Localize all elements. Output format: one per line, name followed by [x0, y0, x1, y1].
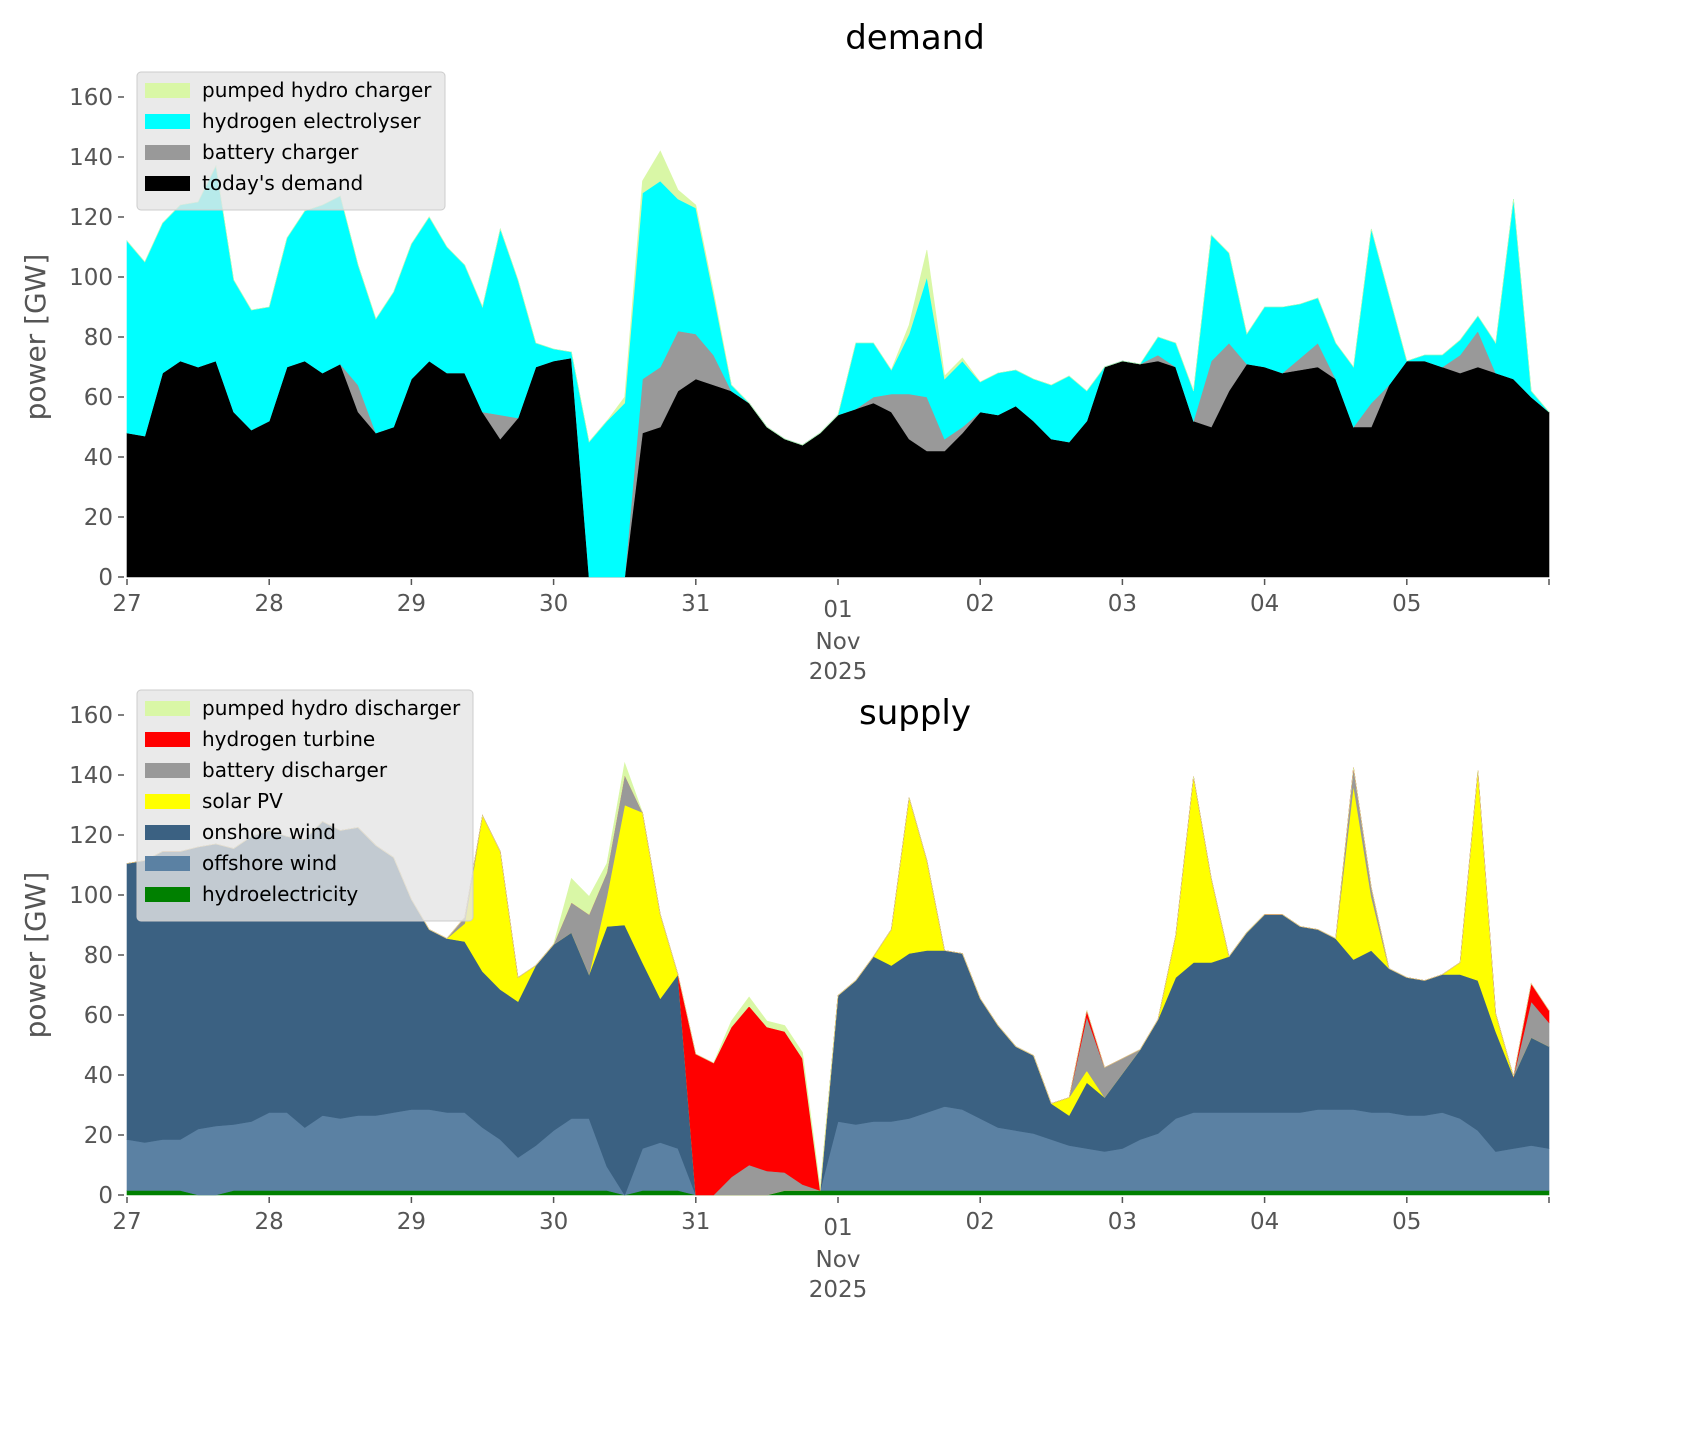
legend-swatch-solar-pv: [145, 794, 190, 809]
x-tick-label: 30: [539, 591, 568, 617]
y-axis-label-supply: power [GW]: [19, 872, 52, 1039]
chart-title-demand: demand: [845, 18, 985, 58]
x-tick-label: 31: [681, 591, 710, 617]
legend-label-pumped-hydro-discharger: pumped hydro discharger: [202, 696, 461, 720]
area-pumped-hydro-charger: [126, 150, 1550, 446]
x-tick-label: 27: [112, 591, 141, 617]
legend-swatch-battery-charger: [145, 145, 190, 160]
x-tick-label: 02: [966, 1209, 995, 1235]
chart-title-supply: supply: [859, 693, 971, 733]
x-ticks-supply: 27 28 29 30 31 01 Nov 2025 02 03 04 05: [112, 1197, 1550, 1303]
x-tick-sublabel: 2025: [809, 1277, 868, 1303]
y-ticks-supply: 0 20 40 60 80 100 120 140 160: [69, 703, 124, 1209]
x-tick-label: 29: [397, 1209, 426, 1235]
y-tick-label: 140: [69, 145, 113, 171]
y-tick-label: 40: [84, 445, 113, 471]
supply-chart: supply power [GW] 020406080100120140160 …: [19, 689, 1550, 1303]
x-tick-label: 28: [255, 591, 284, 617]
x-tick-label: 30: [539, 1209, 568, 1235]
legend-swatch-onshore-wind: [145, 825, 190, 840]
legend-swatch-today-s-demand: [145, 176, 190, 191]
y-axis-label-demand: power [GW]: [19, 254, 52, 421]
x-tick-sublabel: Nov: [816, 1247, 861, 1273]
legend-swatch-hydrogen-electrolyser: [145, 114, 190, 129]
x-tick-sublabel: 2025: [809, 659, 868, 685]
x-ticks-demand: 27 28 29 30 31 01 Nov 2025 02 03 04 05: [112, 579, 1550, 685]
x-tick-label: 03: [1108, 1209, 1137, 1235]
area-pumped-hydro-discharger: [126, 761, 1550, 1191]
area-today-s-demand: [126, 357, 1550, 578]
legend-swatch-pumped-hydro-charger: [145, 83, 190, 98]
legend-label-offshore-wind: offshore wind: [202, 851, 337, 875]
legend-label-onshore-wind: onshore wind: [202, 820, 336, 844]
x-tick-label: 03: [1108, 591, 1137, 617]
legend-label-solar-pv: solar PV: [202, 789, 283, 813]
x-tick-label: 29: [397, 591, 426, 617]
area-layers-supply: [126, 761, 1550, 1196]
area-layers-demand: [126, 150, 1550, 578]
legend-swatch-pumped-hydro-discharger: [145, 701, 190, 716]
legend-swatch-hydrogen-turbine: [145, 732, 190, 747]
x-tick-sublabel: Nov: [816, 629, 861, 655]
legend-label-hydroelectricity: hydroelectricity: [202, 882, 358, 906]
y-tick-label: 100: [69, 265, 113, 291]
y-tick-label: 0: [98, 565, 113, 591]
y-tick-label: 80: [84, 325, 113, 351]
x-tick-label: 02: [966, 591, 995, 617]
legend-label-hydrogen-electrolyser: hydrogen electrolyser: [202, 109, 421, 133]
demand-chart: demand power [GW] 020406080100120140160 …: [19, 18, 1550, 685]
y-tick-label: 40: [84, 1063, 113, 1089]
x-tick-label: 04: [1250, 1209, 1279, 1235]
legend-supply: pumped hydro discharger hydrogen turbine b…: [136, 689, 474, 922]
y-tick-label: 120: [69, 205, 113, 231]
legend-swatch-battery-discharger: [145, 763, 190, 778]
y-tick-label: 120: [69, 823, 113, 849]
legend-label-battery-charger: battery charger: [202, 140, 359, 164]
legend-swatch-hydroelectricity: [145, 887, 190, 902]
x-tick-label: 31: [681, 1209, 710, 1235]
y-tick-label: 80: [84, 943, 113, 969]
legend-box: [136, 689, 474, 922]
y-ticks-demand: 0 20 40 60 80 100 120 140 160: [69, 85, 124, 591]
y-tick-label: 160: [69, 85, 113, 111]
x-tick-label: 28: [255, 1209, 284, 1235]
legend-label-pumped-hydro-charger: pumped hydro charger: [202, 78, 432, 102]
legend-swatch-offshore-wind: [145, 856, 190, 871]
y-tick-label: 0: [98, 1183, 113, 1209]
legend-label-today-s-demand: today's demand: [202, 171, 363, 195]
area-hydroelectricity: [126, 1190, 1550, 1196]
y-tick-label: 140: [69, 763, 113, 789]
y-tick-label: 60: [84, 1003, 113, 1029]
y-tick-label: 20: [84, 1123, 113, 1149]
legend-box: [136, 71, 446, 211]
y-tick-label: 160: [69, 703, 113, 729]
x-tick-label: 04: [1250, 591, 1279, 617]
y-tick-label: 100: [69, 883, 113, 909]
x-tick-label: 01: [823, 1215, 852, 1241]
y-tick-label: 60: [84, 385, 113, 411]
legend-demand: pumped hydro charger hydrogen electrolyse…: [136, 71, 446, 211]
legend-label-hydrogen-turbine: hydrogen turbine: [202, 727, 375, 751]
x-tick-label: 05: [1392, 1209, 1421, 1235]
x-tick-label: 05: [1392, 591, 1421, 617]
x-tick-label: 01: [823, 597, 852, 623]
x-tick-label: 27: [112, 1209, 141, 1235]
legend-label-battery-discharger: battery discharger: [202, 758, 388, 782]
y-tick-label: 20: [84, 505, 113, 531]
